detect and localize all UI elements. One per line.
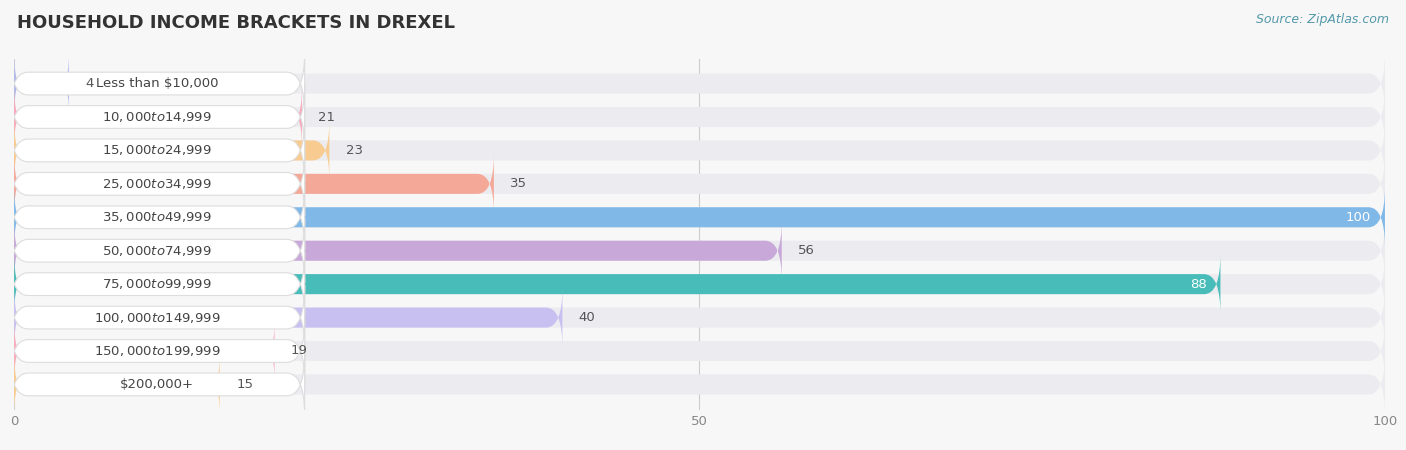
- Text: 4: 4: [86, 77, 94, 90]
- Text: 21: 21: [318, 111, 336, 123]
- Text: 15: 15: [236, 378, 253, 391]
- FancyBboxPatch shape: [10, 319, 305, 383]
- FancyBboxPatch shape: [10, 85, 305, 149]
- Text: 35: 35: [510, 177, 527, 190]
- FancyBboxPatch shape: [14, 154, 494, 214]
- Text: $200,000+: $200,000+: [121, 378, 194, 391]
- Text: HOUSEHOLD INCOME BRACKETS IN DREXEL: HOUSEHOLD INCOME BRACKETS IN DREXEL: [17, 14, 456, 32]
- FancyBboxPatch shape: [14, 321, 1385, 381]
- Text: $50,000 to $74,999: $50,000 to $74,999: [103, 244, 212, 258]
- Text: $100,000 to $149,999: $100,000 to $149,999: [94, 310, 221, 324]
- FancyBboxPatch shape: [14, 354, 219, 414]
- FancyBboxPatch shape: [14, 120, 329, 180]
- FancyBboxPatch shape: [14, 288, 1385, 348]
- Text: 40: 40: [579, 311, 596, 324]
- FancyBboxPatch shape: [10, 285, 305, 350]
- FancyBboxPatch shape: [14, 321, 274, 381]
- FancyBboxPatch shape: [14, 187, 1385, 248]
- FancyBboxPatch shape: [14, 254, 1385, 314]
- FancyBboxPatch shape: [14, 87, 302, 147]
- Text: $75,000 to $99,999: $75,000 to $99,999: [103, 277, 212, 291]
- Text: 100: 100: [1346, 211, 1371, 224]
- Text: 19: 19: [291, 345, 308, 357]
- FancyBboxPatch shape: [10, 219, 305, 283]
- Text: $150,000 to $199,999: $150,000 to $199,999: [94, 344, 221, 358]
- FancyBboxPatch shape: [14, 220, 782, 281]
- Text: $25,000 to $34,999: $25,000 to $34,999: [103, 177, 212, 191]
- Text: Source: ZipAtlas.com: Source: ZipAtlas.com: [1256, 14, 1389, 27]
- FancyBboxPatch shape: [14, 288, 562, 348]
- Text: 56: 56: [799, 244, 815, 257]
- FancyBboxPatch shape: [14, 254, 1220, 314]
- FancyBboxPatch shape: [14, 154, 1385, 214]
- FancyBboxPatch shape: [14, 54, 69, 114]
- FancyBboxPatch shape: [14, 120, 1385, 180]
- FancyBboxPatch shape: [10, 352, 305, 417]
- FancyBboxPatch shape: [10, 152, 305, 216]
- FancyBboxPatch shape: [14, 187, 1385, 248]
- FancyBboxPatch shape: [10, 118, 305, 183]
- FancyBboxPatch shape: [10, 51, 305, 116]
- Text: $35,000 to $49,999: $35,000 to $49,999: [103, 210, 212, 224]
- FancyBboxPatch shape: [14, 354, 1385, 414]
- FancyBboxPatch shape: [14, 87, 1385, 147]
- Text: $10,000 to $14,999: $10,000 to $14,999: [103, 110, 212, 124]
- FancyBboxPatch shape: [10, 185, 305, 249]
- Text: 23: 23: [346, 144, 363, 157]
- FancyBboxPatch shape: [14, 54, 1385, 114]
- Text: 88: 88: [1189, 278, 1206, 291]
- Text: $15,000 to $24,999: $15,000 to $24,999: [103, 144, 212, 158]
- Text: Less than $10,000: Less than $10,000: [96, 77, 218, 90]
- FancyBboxPatch shape: [14, 220, 1385, 281]
- FancyBboxPatch shape: [10, 252, 305, 316]
